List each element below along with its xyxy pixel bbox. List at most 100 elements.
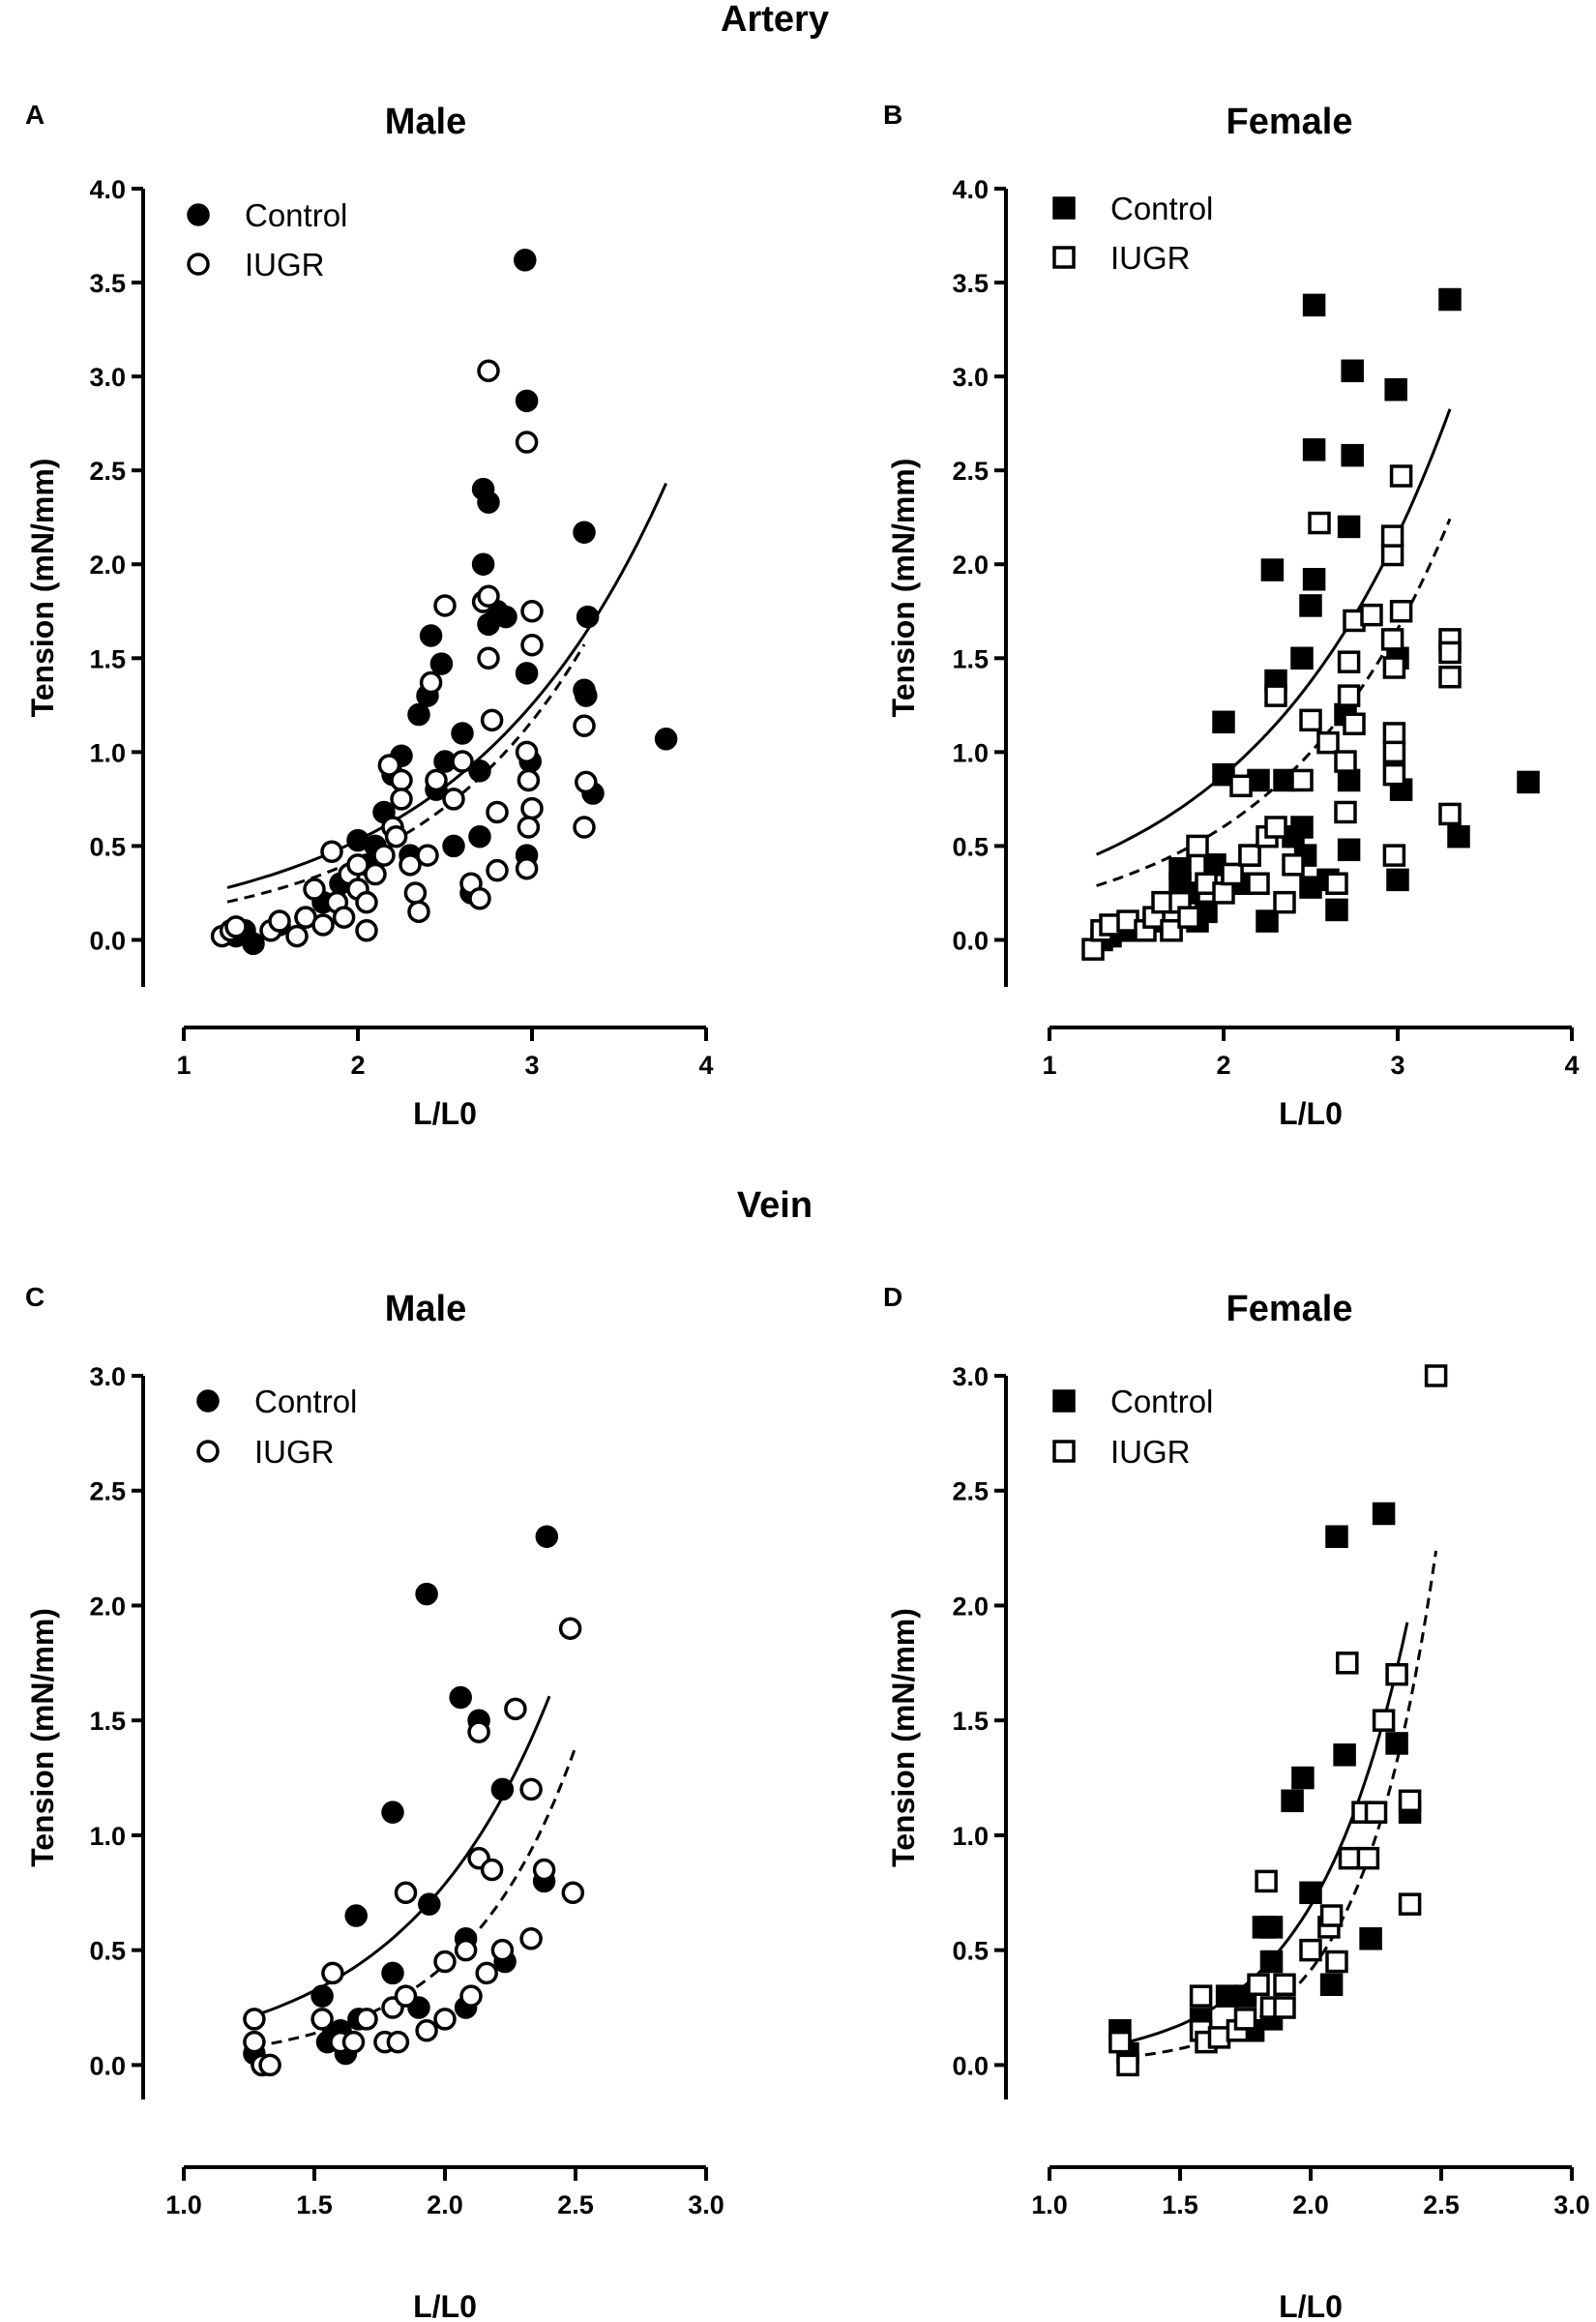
data-point-control: [1337, 768, 1361, 792]
data-point-iugr: [520, 600, 544, 623]
data-point-iugr: [1319, 1904, 1344, 1927]
data-point-iugr: [486, 858, 509, 882]
data-point-control: [576, 605, 600, 629]
data-point-iugr: [1108, 2030, 1132, 2054]
legend-label-control: Control: [254, 1384, 357, 1419]
y-tick-label: 0.5: [89, 1937, 126, 1966]
data-point-iugr: [1325, 872, 1348, 895]
y-axis-label: Tension (mN/mm): [886, 459, 921, 718]
x-axis-label: L/L0: [1279, 1096, 1343, 1131]
data-point-iugr: [1189, 1984, 1213, 2008]
data-point-control: [1299, 1881, 1322, 1905]
panel-label: D: [883, 1282, 902, 1312]
x-tick-label: 1: [176, 1051, 191, 1080]
legend-label-iugr: IUGR: [245, 247, 325, 283]
data-point-iugr: [1356, 1846, 1380, 1870]
data-point-iugr: [517, 816, 541, 839]
y-tick-label: 1.0: [952, 738, 989, 767]
y-tick-label: 0.0: [952, 2051, 989, 2080]
data-point-iugr: [1438, 640, 1462, 665]
y-axis-label: Tension (mN/mm): [25, 459, 60, 718]
data-point-control: [310, 1984, 334, 2008]
data-point-iugr: [425, 768, 448, 792]
x-tick-label: 2.0: [427, 2190, 463, 2219]
data-point-iugr: [467, 1720, 490, 1743]
data-point-iugr: [480, 708, 504, 732]
data-point-iugr: [346, 853, 369, 877]
fit-curve-control: [226, 482, 667, 889]
data-point-control: [429, 652, 454, 675]
x-tick-label: 1.5: [1162, 2190, 1198, 2219]
data-point-iugr: [1438, 802, 1462, 826]
data-point-iugr: [1308, 511, 1331, 535]
y-axis-label: Tension (mN/mm): [25, 1608, 60, 1867]
data-point-iugr: [332, 906, 356, 929]
data-point-control: [1290, 646, 1314, 670]
data-point-control: [1386, 868, 1409, 892]
legend-label-control: Control: [245, 197, 347, 233]
data-point-iugr: [1229, 774, 1253, 798]
data-point-iugr: [573, 714, 596, 737]
data-point-control: [449, 1685, 472, 1710]
x-tick-label: 4: [1564, 1051, 1579, 1080]
data-point-iugr: [532, 1858, 556, 1882]
data-point-iugr: [310, 2008, 334, 2031]
data-point-iugr: [1247, 872, 1270, 895]
y-tick-label: 2.0: [89, 1592, 126, 1621]
data-point-iugr: [1299, 1938, 1322, 1962]
data-point-control: [573, 521, 596, 544]
data-point-iugr: [1116, 2053, 1139, 2077]
data-point-iugr: [1385, 1662, 1408, 1686]
x-tick-label: 1: [1042, 1051, 1056, 1080]
y-tick-label: 3.0: [952, 363, 989, 392]
fit-curve-iugr: [253, 1745, 577, 2048]
legend-marker-control: [1052, 1389, 1076, 1413]
y-tick-label: 2.0: [952, 1592, 989, 1621]
data-point-iugr: [477, 584, 500, 608]
chart-panel-b: B Female 0.0 0.5 1.0 1.5 2.0 2.5 3.0 3.5 4.0 1 2 3 4 Te…: [883, 100, 1580, 1131]
data-point-iugr: [480, 1858, 504, 1882]
panel-label: B: [883, 100, 902, 130]
data-point-iugr: [1334, 800, 1357, 824]
data-point-control: [1299, 594, 1322, 617]
data-point-iugr: [520, 796, 544, 820]
data-point-control: [407, 702, 430, 727]
data-point-control: [1438, 287, 1462, 312]
section-title-artery: Artery: [721, 0, 829, 40]
data-point-iugr: [320, 840, 343, 863]
data-point-iugr: [1438, 665, 1462, 689]
data-point-iugr: [1290, 768, 1314, 792]
data-point-iugr: [486, 800, 509, 824]
data-point-iugr: [433, 1950, 457, 1974]
data-point-iugr: [355, 919, 378, 942]
data-point-iugr: [1337, 684, 1361, 707]
data-point-iugr: [515, 856, 539, 880]
data-point-iugr: [384, 824, 408, 848]
data-point-iugr: [1334, 750, 1357, 773]
y-tick-label: 0.5: [952, 1937, 989, 1966]
data-point-iugr: [1424, 1364, 1448, 1387]
x-axis-label: L/L0: [413, 1096, 477, 1131]
data-point-iugr: [311, 913, 335, 937]
fit-curve-control: [253, 1695, 551, 2017]
y-tick-label: 1.0: [952, 1822, 989, 1851]
data-point-control: [1517, 770, 1540, 794]
panel-label: A: [25, 100, 44, 130]
data-point-iugr: [407, 900, 430, 924]
y-tick-label: 1.5: [952, 644, 989, 673]
data-point-iugr: [390, 788, 413, 811]
data-point-control: [1325, 1525, 1348, 1548]
data-point-iugr: [517, 768, 541, 792]
x-axis-label: L/L0: [413, 2289, 477, 2322]
data-point-control: [1319, 1973, 1344, 1997]
data-point-iugr: [477, 359, 500, 383]
legend-marker-iugr: [196, 1440, 220, 1463]
data-point-iugr: [1337, 650, 1361, 673]
panel-label: C: [25, 1282, 44, 1312]
data-point-control: [242, 932, 265, 956]
data-point-iugr: [1380, 524, 1404, 548]
data-point-control: [1341, 359, 1364, 383]
data-point-control: [418, 1892, 441, 1916]
x-tick-label: 3.0: [1553, 2190, 1590, 2219]
chart-panel-d: D Female 0.0 0.5 1.0 1.5 2.0 2.5 3.0 1.0 1.5 2.0 2.5…: [883, 1282, 1590, 2322]
